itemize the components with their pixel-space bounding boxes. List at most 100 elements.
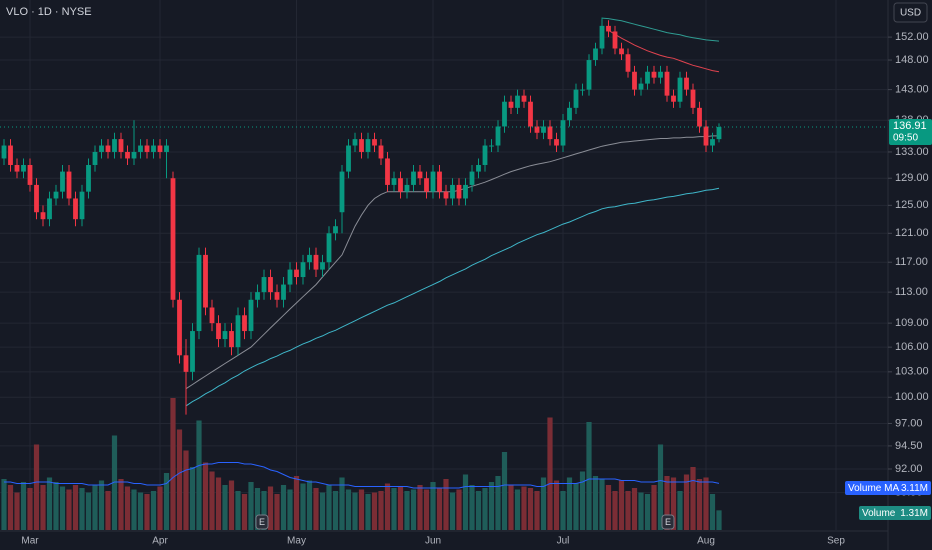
volume-bar [404,491,410,530]
volume-bar [482,488,488,530]
candle-body [112,139,117,152]
candle-body [287,269,293,285]
candle-body [547,126,553,140]
volume-bar [261,491,267,530]
candle-body [47,198,52,220]
volume-bar [618,480,625,530]
candle-body [645,71,650,84]
candle-body [274,292,280,300]
candle-body [99,145,104,152]
volume-bar [378,491,384,530]
candle-body [34,184,39,213]
candle-body [632,71,637,90]
volume-bar [612,491,618,530]
candle-body [177,299,182,356]
volume-bar [215,477,222,530]
candle-body [157,145,163,152]
candle-body [320,262,325,270]
volume-bar [209,471,215,530]
volume-ma-line [4,462,720,489]
volume-bar [326,485,332,530]
volume-bar [189,467,196,530]
candle-body [417,171,423,179]
earnings-marker[interactable] [661,514,675,530]
volume-bar [111,435,118,530]
earnings-label[interactable]: E [259,517,265,527]
candle-body [710,139,715,146]
volume-bar [319,492,326,530]
volume-bar [371,492,378,530]
volume-bar [352,492,358,530]
candle-body [183,355,189,372]
candle-body [138,145,143,152]
candle-body [476,164,481,172]
volume-badge [859,506,931,520]
volume-bar [66,489,72,530]
candle-body [164,145,169,152]
volume-bar [293,476,300,530]
candle-body [495,126,501,146]
volume-bar [124,486,131,530]
candle-body [599,25,605,49]
volume-bar [274,494,280,530]
volume-value: 1.31M [900,508,928,519]
x-tick-label: Apr [152,536,168,547]
candle-body [53,191,59,199]
candle-body [638,83,644,90]
y-tick-label: 103.00 [895,366,929,378]
currency-button[interactable] [893,2,928,23]
volume-bar [638,492,644,530]
y-tick-label: 94.50 [895,440,923,452]
volume-bar [423,489,430,530]
candle-body [326,233,332,263]
volume-bar [59,486,66,530]
volume-bar [410,489,417,530]
candle-body [560,120,566,146]
volume-bar [254,488,261,530]
candle-body [541,126,546,133]
candle-body [60,171,65,192]
candle-body [190,331,195,372]
earnings-marker[interactable] [255,514,269,530]
last-price-label: 136.91 [893,120,927,132]
x-tick-label: Jun [425,536,441,547]
x-tick-label: Jul [557,536,570,547]
y-tick-label: 109.00 [895,317,929,329]
volume-bar [202,462,209,530]
volume-bar [430,482,436,530]
earnings-label[interactable]: E [665,517,671,527]
currency-label[interactable]: USD [900,8,921,19]
moving-average-line [608,29,720,73]
volume-bar [176,429,183,530]
volume-bar [391,488,397,530]
volume-ma-value: 3.11M [901,483,928,494]
x-tick-label: Mar [21,536,39,547]
candle-body [716,127,722,140]
candle-body [365,139,371,152]
candle-body [411,171,416,185]
candle-body [339,171,345,213]
volume-bar [85,492,92,530]
volume-bar [716,510,722,530]
candle-body [170,178,176,300]
candle-body [268,277,273,293]
candle-body [313,254,319,270]
volume-bar [287,489,293,530]
volume-bar [358,489,365,530]
candle-body [430,171,436,192]
volume-bar [456,489,462,530]
volume-bar [365,494,371,530]
last-price-badge [889,119,932,146]
candle-body [359,139,364,152]
volume-bar [1,479,7,530]
candle-layer [1,17,722,415]
volume-bar [79,488,85,530]
moving-average-line [185,187,720,407]
volume-bar [105,491,111,530]
y-tick-label: 97.00 [895,417,923,429]
volume-bar [443,479,449,530]
candle-body [398,178,403,192]
volume-bar [644,494,651,530]
volume-bar [384,483,391,530]
